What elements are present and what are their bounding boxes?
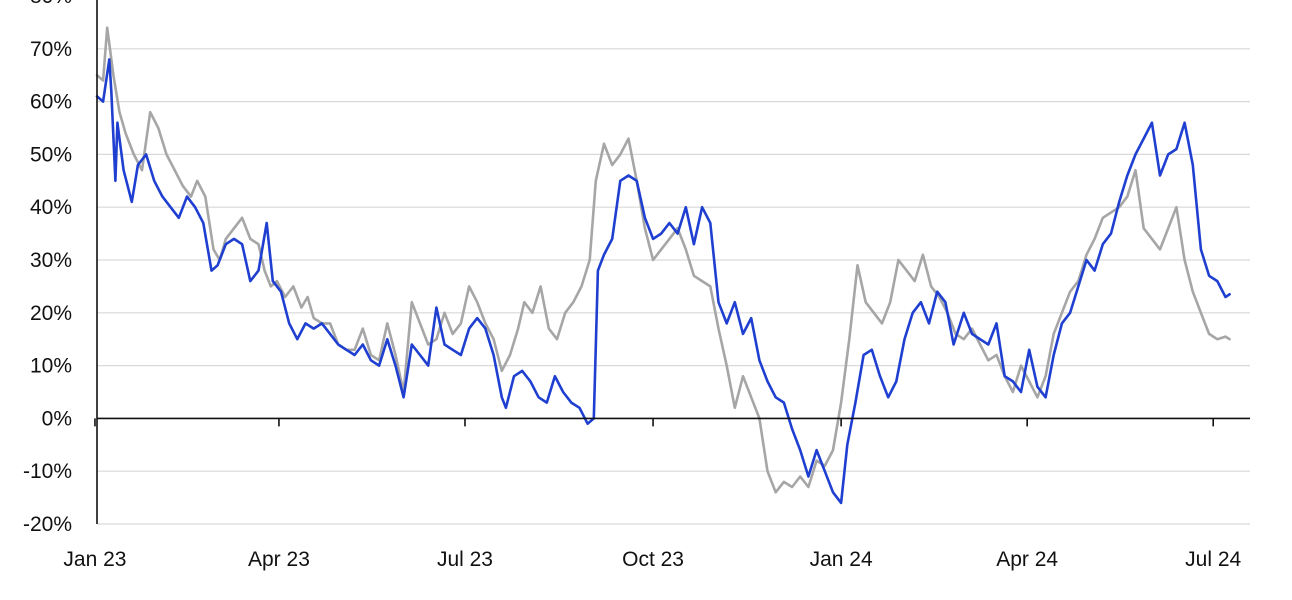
y-tick-label: 80% [30,0,72,8]
y-tick-labels: 80% 70% 60% 50% 40% 30% 20% 10% 0% -10% -20% [23,0,72,536]
y-tick-label: 60% [30,91,72,114]
y-tick-label: 0% [42,407,72,430]
x-tick-labels: Jan 23 Apr 23 Jul 23 Oct 23 Jan 24 Apr 24 Jul … [63,548,1241,571]
y-tick-label: -10% [23,460,72,483]
gridlines [97,48,1250,525]
y-tick-label: 10% [30,355,72,378]
y-tick-label: 30% [30,249,72,272]
y-tick-label: 40% [30,196,72,219]
y-tick-label: 20% [30,302,72,325]
series-line-blue [95,58,1231,505]
x-tick-label: Jan 23 [63,548,126,571]
x-tick-label: Jan 24 [810,548,873,571]
series-line-grey [95,26,1231,494]
x-tick-label: Jul 23 [437,548,493,571]
y-tick-label: 50% [30,143,72,166]
y-tick-label: -20% [23,513,72,536]
x-tick-label: Apr 23 [248,548,310,571]
y-tick-label: 70% [30,38,72,61]
axes [94,0,1250,524]
x-tick-label: Apr 24 [996,548,1058,571]
x-tick-label: Jul 24 [1185,548,1241,571]
series-lines [95,26,1231,505]
x-tick-label: Oct 23 [622,548,684,571]
